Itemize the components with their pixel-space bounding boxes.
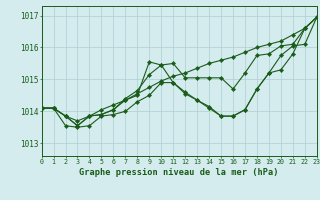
X-axis label: Graphe pression niveau de la mer (hPa): Graphe pression niveau de la mer (hPa) (79, 168, 279, 177)
